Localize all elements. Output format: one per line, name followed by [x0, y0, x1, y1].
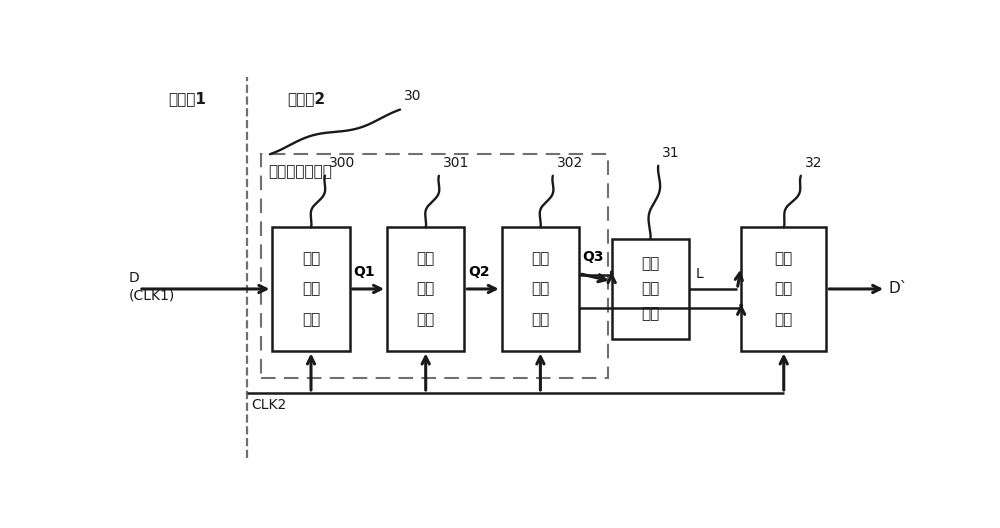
Text: 时钟域2: 时钟域2: [288, 91, 326, 106]
Text: 32: 32: [805, 156, 822, 169]
Text: 时钟域1: 时钟域1: [168, 91, 206, 106]
Text: 300: 300: [329, 156, 355, 169]
Text: 单元: 单元: [775, 312, 793, 327]
Text: CLK2: CLK2: [251, 398, 287, 412]
Text: 输出: 输出: [775, 251, 793, 266]
Text: 30: 30: [404, 89, 422, 102]
Text: Q3: Q3: [582, 250, 604, 263]
Text: 同步化处理单元: 同步化处理单元: [268, 164, 332, 179]
Text: Q2: Q2: [468, 265, 490, 279]
Text: 单元: 单元: [641, 306, 660, 322]
Text: 301: 301: [443, 156, 469, 169]
Bar: [741, 228, 826, 351]
Text: 302: 302: [557, 156, 583, 169]
Text: 二级: 二级: [417, 251, 435, 266]
Text: 一级: 一级: [302, 251, 320, 266]
Bar: [387, 228, 464, 351]
Bar: [502, 228, 579, 351]
Text: 采样: 采样: [775, 281, 793, 296]
Text: 采样: 采样: [417, 281, 435, 296]
Text: 单元: 单元: [531, 312, 550, 327]
Text: 单元: 单元: [417, 312, 435, 327]
Text: D`: D`: [888, 281, 908, 296]
Text: 逻辑: 逻辑: [641, 281, 660, 296]
Bar: [272, 228, 350, 351]
Text: D
(CLK1): D (CLK1): [129, 271, 175, 303]
Text: 三级: 三级: [531, 251, 550, 266]
Text: 采样: 采样: [302, 281, 320, 296]
Text: 31: 31: [662, 146, 680, 159]
Text: L: L: [695, 267, 703, 281]
Bar: [612, 239, 689, 339]
Text: 组合: 组合: [641, 257, 660, 271]
Text: Q1: Q1: [354, 265, 375, 279]
Text: 单元: 单元: [302, 312, 320, 327]
Text: 采样: 采样: [531, 281, 550, 296]
